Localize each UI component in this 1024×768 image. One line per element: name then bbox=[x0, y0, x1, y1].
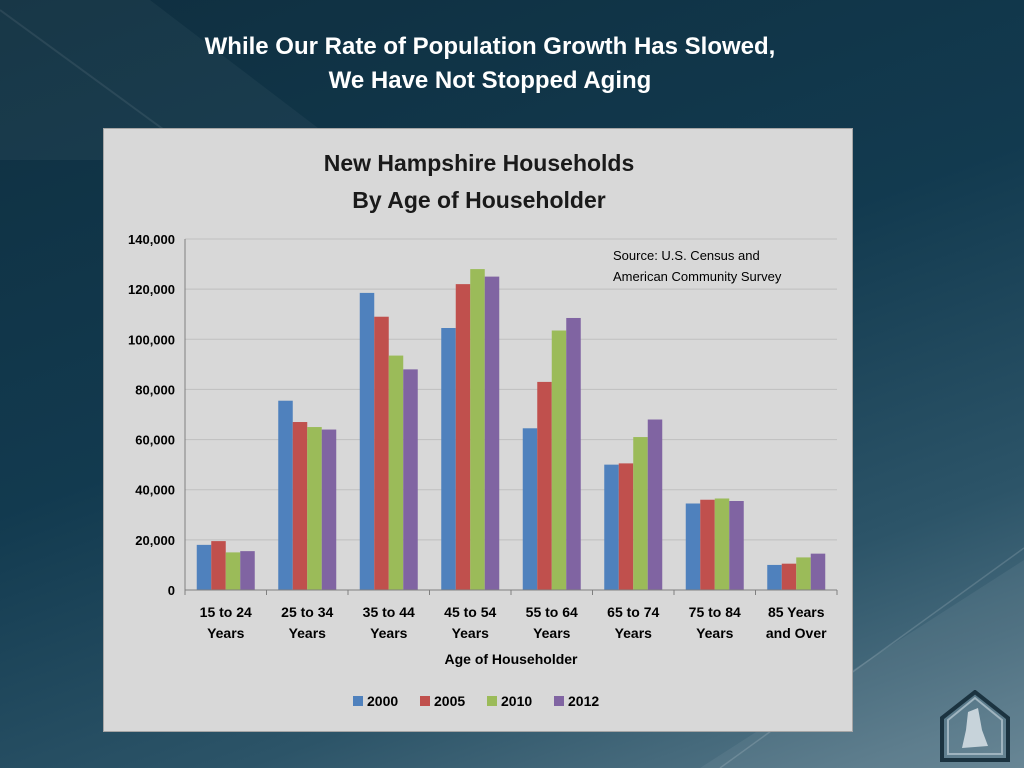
bar-2012 bbox=[484, 276, 500, 590]
bar-2005 bbox=[618, 463, 634, 590]
bar-2000 bbox=[604, 464, 619, 590]
bar-2005 bbox=[781, 563, 797, 590]
bar-2005 bbox=[537, 381, 552, 590]
bar-2010 bbox=[470, 269, 485, 590]
x-tick-label: 75 to 84 bbox=[689, 604, 741, 620]
x-tick-label: Years bbox=[370, 625, 408, 641]
nh-house-logo-icon bbox=[940, 690, 1010, 762]
y-tick-label: 140,000 bbox=[128, 232, 175, 247]
slide-title-line-1: While Our Rate of Population Growth Has … bbox=[204, 33, 776, 60]
bar-2000 bbox=[441, 328, 456, 590]
bar-2000 bbox=[767, 564, 782, 590]
x-tick-label: and Over bbox=[766, 625, 827, 641]
bar-2000 bbox=[522, 428, 538, 590]
y-tick-label: 100,000 bbox=[128, 332, 175, 347]
slide-title-line-2: We Have Not Stopped Aging bbox=[328, 67, 652, 94]
y-tick-label: 0 bbox=[168, 583, 175, 598]
legend-label-2000: 2000 bbox=[367, 693, 398, 709]
y-tick-label: 120,000 bbox=[128, 282, 175, 297]
bar-2005 bbox=[292, 422, 308, 590]
bar-2012 bbox=[403, 369, 418, 590]
x-tick-label: Years bbox=[615, 625, 653, 641]
legend-swatch-2012 bbox=[554, 696, 564, 706]
source-annotation-line-2: American Community Survey bbox=[613, 269, 782, 284]
y-tick-label: 80,000 bbox=[135, 382, 175, 397]
bar-2010 bbox=[633, 437, 648, 590]
bar-2005 bbox=[211, 541, 226, 590]
bar-2005 bbox=[455, 284, 471, 590]
x-tick-label: Years bbox=[289, 625, 327, 641]
x-tick-label: 65 to 74 bbox=[607, 604, 659, 620]
tick-labels: 0 20,000 40,000 60,000 80,000 100,000 120,000 1… bbox=[128, 232, 827, 641]
bar-2010 bbox=[388, 355, 404, 590]
bar-2010 bbox=[225, 552, 241, 590]
x-tick-label: 15 to 24 bbox=[200, 604, 252, 620]
x-tick-label: Years bbox=[452, 625, 490, 641]
bar-2000 bbox=[196, 544, 212, 590]
chart-panel: New Hampshire Households By Age of House… bbox=[103, 128, 853, 732]
bar-2000 bbox=[278, 400, 293, 590]
chart-title-line-2: By Age of Householder bbox=[352, 187, 605, 213]
x-axis-title: Age of Householder bbox=[444, 651, 578, 667]
x-tick-label: Years bbox=[696, 625, 734, 641]
bar-2000 bbox=[359, 292, 375, 590]
x-tick-label: 45 to 54 bbox=[444, 604, 496, 620]
y-tick-label: 20,000 bbox=[135, 533, 175, 548]
bar-2005 bbox=[700, 499, 715, 590]
chart-title-line-1: New Hampshire Households bbox=[324, 150, 635, 176]
bar-2012 bbox=[729, 500, 744, 590]
x-tick-label: 55 to 64 bbox=[526, 604, 578, 620]
source-annotation-line-1: Source: U.S. Census and bbox=[613, 248, 760, 263]
bar-2012 bbox=[240, 551, 255, 590]
legend-swatch-2010 bbox=[487, 696, 497, 706]
legend-label-2012: 2012 bbox=[568, 693, 599, 709]
axes bbox=[184, 239, 838, 595]
y-tick-label: 40,000 bbox=[135, 483, 175, 498]
bar-2012 bbox=[566, 317, 581, 590]
y-tick-label: 60,000 bbox=[135, 433, 175, 448]
x-tick-label: 25 to 34 bbox=[281, 604, 333, 620]
slide-title: While Our Rate of Population Growth Has … bbox=[0, 30, 980, 98]
bar-2012 bbox=[647, 419, 663, 590]
legend-swatch-2005 bbox=[420, 696, 430, 706]
bars bbox=[196, 269, 826, 590]
bar-2012 bbox=[810, 553, 826, 590]
x-tick-label: 35 to 44 bbox=[363, 604, 415, 620]
bar-chart: New Hampshire Households By Age of House… bbox=[128, 150, 838, 709]
bar-2010 bbox=[796, 557, 811, 590]
bar-2000 bbox=[685, 503, 701, 590]
x-tick-label: Years bbox=[207, 625, 245, 641]
legend-label-2005: 2005 bbox=[434, 693, 465, 709]
x-tick-label: 85 Years bbox=[768, 604, 825, 620]
bar-2010 bbox=[551, 330, 567, 590]
bar-2010 bbox=[714, 498, 730, 590]
legend: 2000 2005 2010 2012 bbox=[353, 693, 599, 709]
legend-label-2010: 2010 bbox=[501, 693, 532, 709]
x-tick-label: Years bbox=[533, 625, 571, 641]
bar-2012 bbox=[321, 429, 337, 590]
bar-2010 bbox=[307, 427, 322, 590]
bar-2005 bbox=[374, 316, 389, 590]
legend-swatch-2000 bbox=[353, 696, 363, 706]
